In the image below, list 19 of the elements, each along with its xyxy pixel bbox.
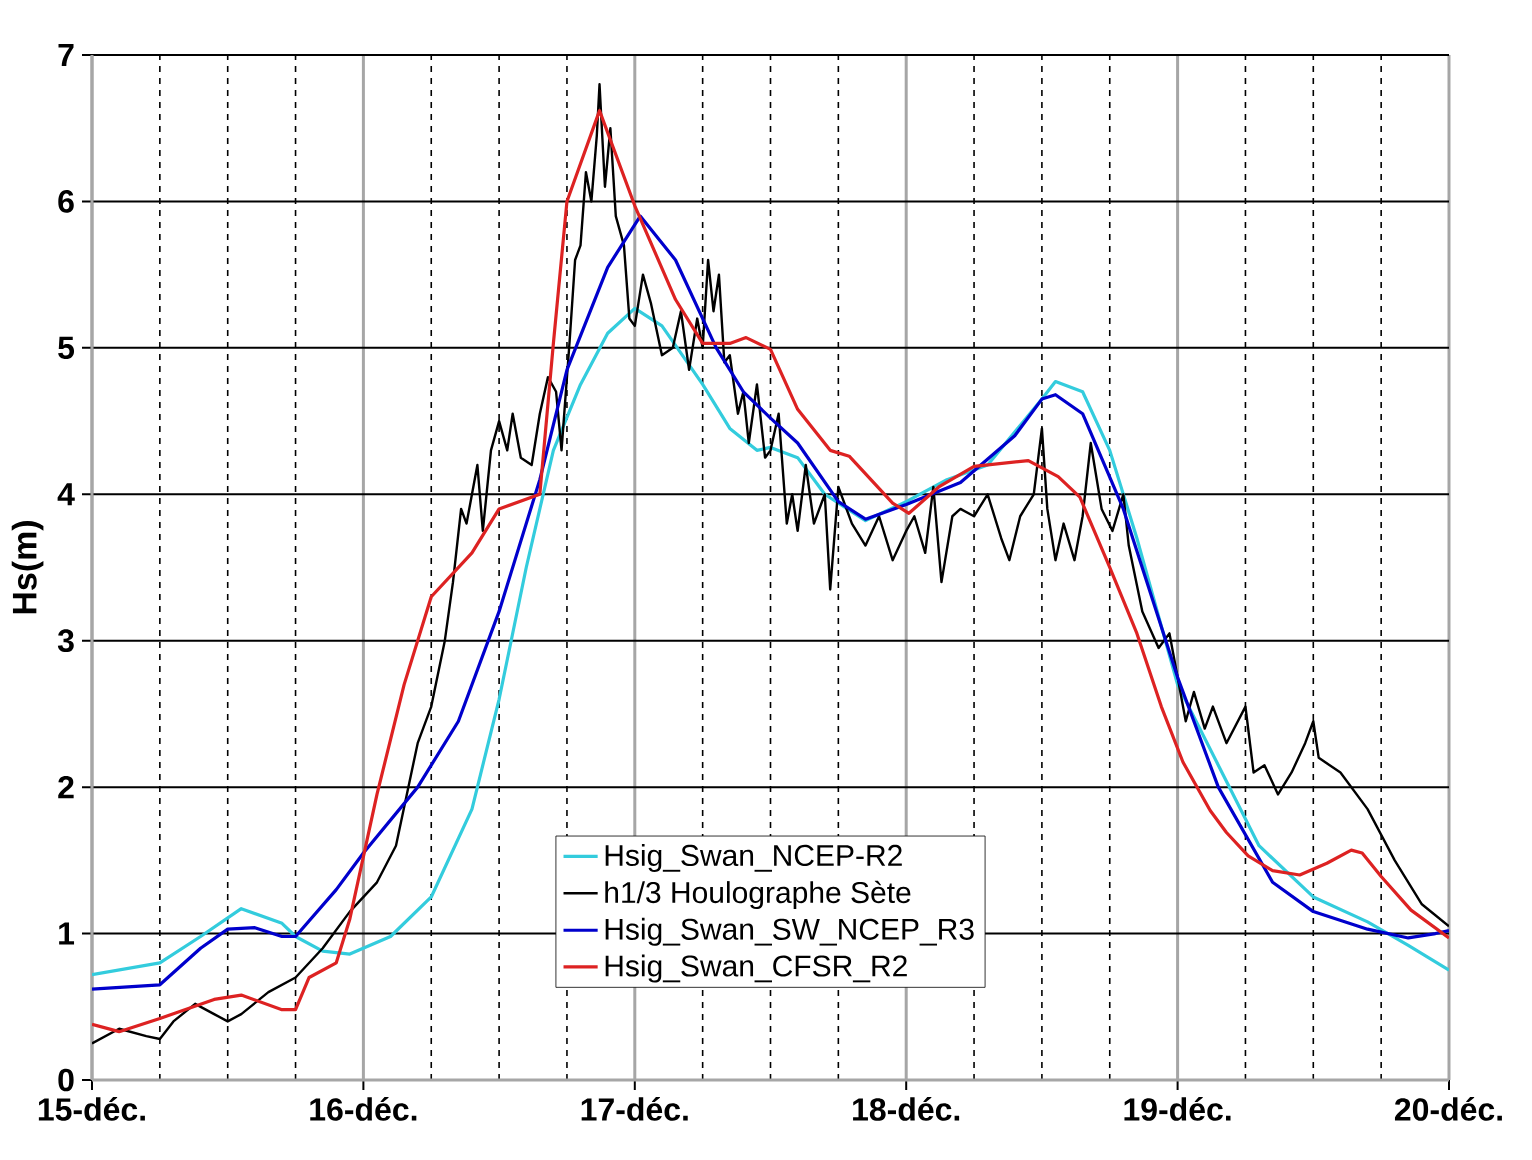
- x-tick-label: 17-déc.: [581, 1097, 688, 1121]
- y-axis-title: Hs(m): [11, 521, 44, 614]
- y-tick-label: 5: [58, 336, 75, 360]
- legend-label: h1/3 Houlographe Sète: [605, 880, 911, 910]
- y-tick-label: 1: [59, 922, 75, 945]
- legend-label: Hsig_Swan_NCEP-R2: [605, 844, 902, 872]
- x-tick-label: 18-déc.: [853, 1097, 960, 1121]
- x-tick-label: 20-déc.: [1394, 1097, 1502, 1121]
- y-tick-label: 0: [58, 1068, 74, 1092]
- x-tick-label: 15-déc.: [38, 1097, 145, 1121]
- x-tick-label: 16-déc.: [310, 1097, 417, 1121]
- y-tick-label: 3: [57, 629, 74, 653]
- y-tick-label: 4: [57, 483, 75, 506]
- y-tick-label: 2: [58, 775, 74, 799]
- x-tick-label: 19-déc.: [1124, 1097, 1231, 1121]
- legend-label: Hsig_Swan_SW_NCEP_R3: [605, 917, 974, 946]
- y-tick-label: 6: [58, 190, 74, 213]
- legend-label: Hsig_Swan_CFSR_R2: [605, 954, 907, 983]
- y-tick-label: 7: [58, 43, 74, 66]
